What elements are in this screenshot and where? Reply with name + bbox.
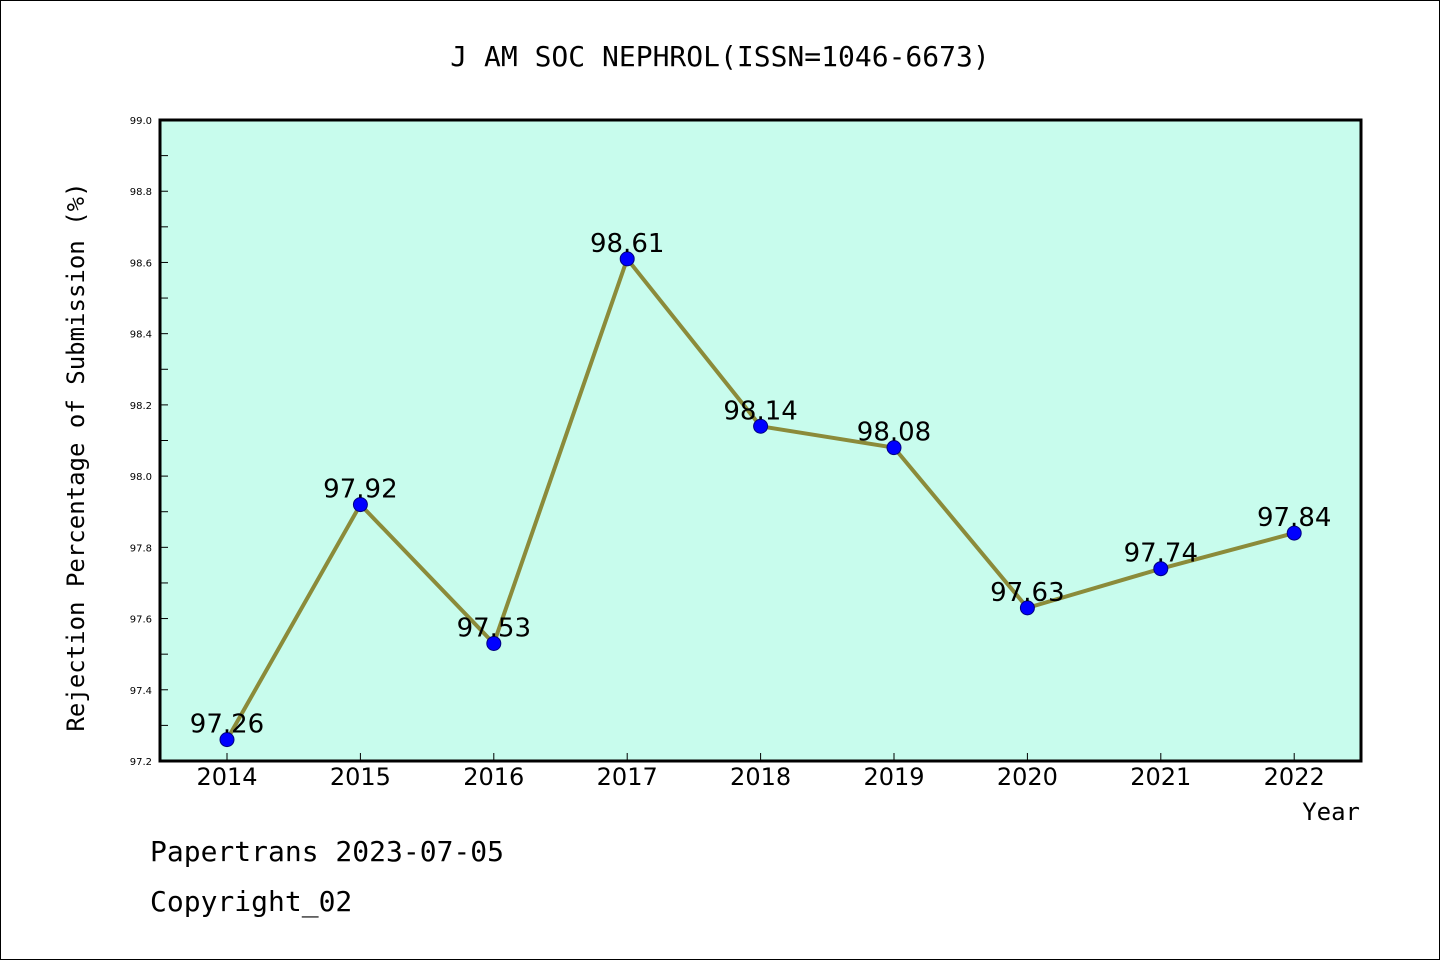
data-point-marker: [1286, 525, 1302, 541]
footer-copyright-text: Copyright_02: [150, 885, 353, 918]
y-tick-label: 97.6: [130, 615, 152, 626]
y-axis-label: Rejection Percentage of Submission (%): [62, 182, 90, 731]
footer-date-text: Papertrans 2023-07-05: [150, 835, 505, 868]
data-point-marker: [753, 418, 769, 434]
data-labels: 97.26 97.92 97.53 98.61 98.14 98.08 97.63 97.74…: [190, 229, 1332, 740]
data-label: 97.74: [1124, 539, 1198, 569]
y-tick-label: 98.2: [130, 401, 152, 412]
y-tick-label: 99.0: [130, 116, 152, 127]
x-axis-ticks: 2014 2015 2016 2017 2018 2019 2020 2021 2022: [196, 753, 1325, 791]
x-tick-label: 2014: [196, 763, 257, 791]
x-tick-label: 2015: [330, 763, 391, 791]
data-point-marker: [486, 635, 502, 651]
data-point-marker: [886, 440, 902, 456]
data-point-marker: [219, 732, 235, 748]
x-tick-label: 2017: [597, 763, 658, 791]
data-point-marker: [1153, 561, 1169, 577]
data-label: 97.92: [323, 475, 397, 505]
x-tick-label: 2022: [1264, 763, 1325, 791]
data-label: 97.63: [990, 578, 1064, 608]
data-point-marker: [1019, 600, 1035, 616]
data-label: 98.14: [723, 396, 797, 426]
plot-area: [158, 118, 1363, 763]
data-label: 97.53: [457, 613, 531, 643]
y-axis-ticks: 97.2 97.4 97.6 97.8 98.0 98.2 98.4 98.6 98.8 99.0: [130, 116, 168, 768]
x-tick-label: 2020: [997, 763, 1058, 791]
y-tick-label: 98.6: [130, 258, 152, 269]
x-tick-label: 2019: [863, 763, 924, 791]
y-tick-label: 98.0: [130, 472, 152, 483]
x-axis-label: Year: [1302, 798, 1360, 826]
data-point-marker: [352, 497, 368, 513]
chart-title: J AM SOC NEPHROL(ISSN=1046-6673): [450, 40, 989, 73]
x-tick-label: 2018: [730, 763, 791, 791]
data-label: 97.84: [1257, 503, 1331, 533]
data-label: 98.08: [857, 418, 931, 448]
y-tick-label: 98.4: [130, 330, 152, 341]
data-label: 97.26: [190, 710, 264, 740]
series-markers: [219, 251, 1302, 748]
y-tick-label: 98.8: [130, 187, 152, 198]
x-tick-label: 2021: [1130, 763, 1191, 791]
data-label: 98.61: [590, 229, 664, 259]
y-tick-label: 97.2: [130, 757, 152, 768]
x-tick-label: 2016: [463, 763, 524, 791]
data-point-marker: [619, 251, 635, 267]
y-tick-label: 97.4: [130, 686, 152, 697]
y-tick-label: 97.8: [130, 543, 152, 554]
